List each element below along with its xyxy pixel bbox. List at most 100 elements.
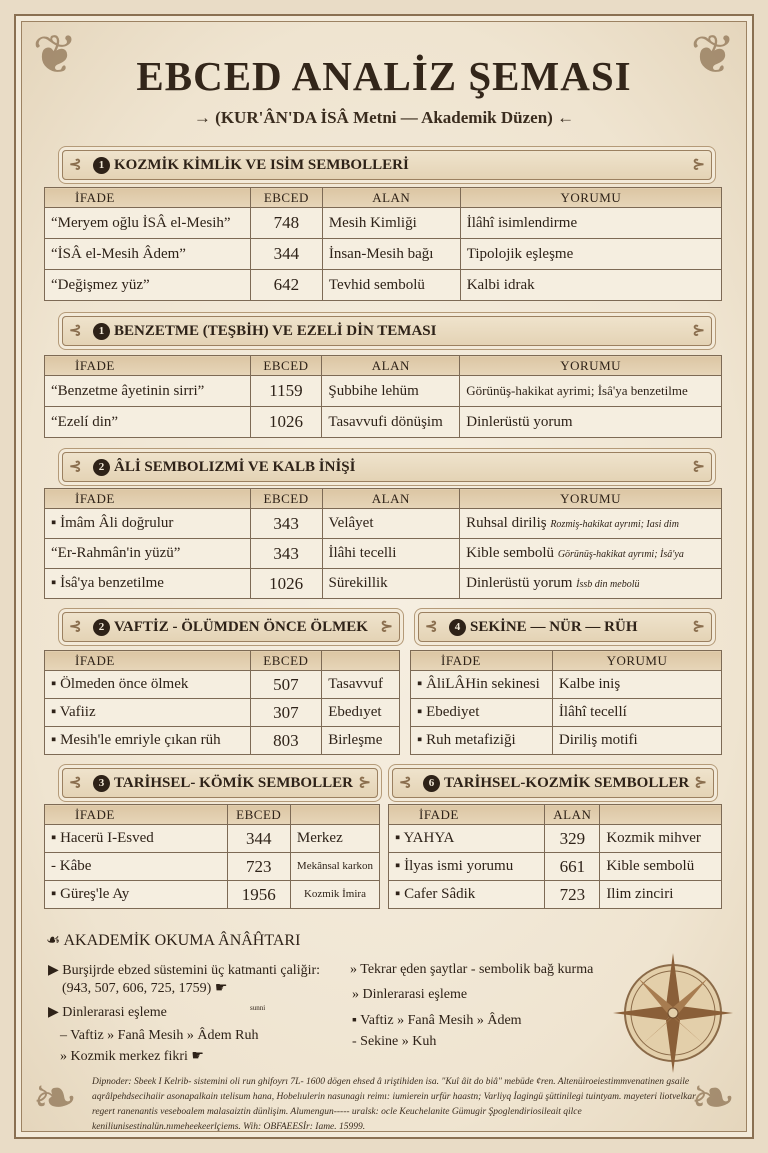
table-cell: 1956 xyxy=(226,880,291,909)
table-header-row: İFADE EBCED xyxy=(44,650,400,671)
section-table: İFADE EBCED ALAN YORUMU “Benzetme âyetinin s… xyxy=(44,355,722,438)
key-left-item: (943, 507, 606, 725, 1759) ☛ xyxy=(62,981,228,996)
table-cell: - Kâbe xyxy=(44,852,228,881)
cell-annotation: Görünüş-hakikat ayrımi; İsâ'ya xyxy=(557,549,684,560)
reading-key-title: ☙ AKADEMİK OKUMA ÂNÂĤTARI xyxy=(46,930,300,950)
table-cell: 1026 xyxy=(249,568,323,599)
table-cell: İlâhi tecelli xyxy=(321,538,461,569)
table-cell: 507 xyxy=(249,670,323,699)
table-cell: 329 xyxy=(544,824,601,853)
table-cell: ▪ Hacerü I-Esved xyxy=(44,824,228,853)
scroll-ornament-icon: ⊰ xyxy=(69,775,82,791)
table-row: “Meryem oğlu İSÂ el-Mesih” 748 Mesih Kimli… xyxy=(44,207,723,239)
section-title: TARİHSEL- KÖMİK SEMBOLLER xyxy=(114,774,353,791)
table-cell: Görünüş-hakikat ayrimi; İsâ'ya benzetilm… xyxy=(459,375,722,407)
section-title: ÂLİ SEMBOLIZMİ VE KALB İNİŞİ xyxy=(114,458,356,475)
key-left-item: » Kozmik merkez fikri ☛ xyxy=(60,1049,204,1064)
scroll-ornament-icon: ⊰ xyxy=(69,157,82,173)
section-table: İFADE EBCED ▪ Ölmeden önce ölmek 507 Tasavvu… xyxy=(44,650,400,755)
scroll-ornament-icon: ⊱ xyxy=(692,323,705,339)
section-title: VAFTİZ - ÖLÜMDEN ÖNCE ÖLMEK xyxy=(114,618,368,635)
column-header: ALAN xyxy=(321,187,461,208)
table-cell: Sürekillik xyxy=(321,568,461,599)
scroll-ornament-icon: ⊰ xyxy=(69,323,82,339)
table-row: ▪ YAHYA 329 Kozmik mihver xyxy=(387,824,722,853)
table-cell: Kalbe iniş xyxy=(551,670,723,699)
footnote: Dipnoder: Sbeek I Kelrib- sistemini oli … xyxy=(92,1077,696,1132)
table-row: “Benzetme âyetinin sirri” 1159 Şubbihe leh… xyxy=(44,375,722,407)
corner-ornament-icon: ❦ xyxy=(32,23,78,86)
section-banner: ⊰ 3 TARİHSEL- KÖMİK SEMBOLLER ⊱ xyxy=(62,768,378,798)
column-header: EBCED xyxy=(249,650,323,671)
key-right-item: » Tekrar ęden şaytlar - sembolik bağ kur… xyxy=(350,962,594,977)
table-cell: “Meryem oğlu İSÂ el-Mesih” xyxy=(44,207,251,239)
section-banner: ⊰ 4 SEKİNE — NÜR — RÜH ⊱ xyxy=(418,612,712,642)
section-table: İFADE EBCED ALAN YORUMU ▪ İmâm Âli doğrulur 3… xyxy=(44,488,722,599)
section-number: 1 xyxy=(93,322,110,340)
table-row: ▪ İlyas ismi yorumu 661 Kible sembolü xyxy=(387,852,722,881)
section-number: 2 xyxy=(93,458,110,476)
table-cell: Dinlerüstü yorum xyxy=(459,406,722,438)
table-cell: Kible sembolü Görünüş-hakikat ayrımi; İs… xyxy=(459,538,722,569)
page-title: EBCED ANALİZ ŞEMASI xyxy=(136,53,632,99)
key-right-item: - Sekine » Kuh xyxy=(352,1034,437,1049)
table-cell: Kalbi idrak xyxy=(459,269,723,301)
section-number: 3 xyxy=(93,774,110,792)
table-row: ▪ Ölmeden önce ölmek 507 Tasavvuf xyxy=(44,670,400,699)
section-table: İFADE YORUMU ▪ ÂliLÂHin sekinesi Kalbe iniş… xyxy=(410,650,723,755)
key-right-item: ▪ Vaftiz » Fanâ Mesih » Âdem xyxy=(352,1013,522,1028)
column-header: YORUMU xyxy=(459,488,722,509)
scroll-ornament-icon: ⊱ xyxy=(358,775,371,791)
scroll-ornament-icon: ⊱ xyxy=(692,619,705,635)
table-cell: “Benzetme âyetinin sirri” xyxy=(44,375,251,407)
section-banner: ⊰ 2 ÂLİ SEMBOLIZMİ VE KALB İNİŞİ ⊱ xyxy=(62,452,712,482)
scroll-ornament-icon: ⊰ xyxy=(69,459,82,475)
table-cell: İlâhî tecellí xyxy=(551,698,723,727)
table-cell: Ruhsal diriliş Rozmiş-hakikat ayrımi; Ia… xyxy=(459,508,722,539)
column-header: ALAN xyxy=(321,355,461,376)
section-title: BENZETME (TEŞBİH) VE EZELİ DİN TEMASI xyxy=(114,322,437,339)
section-banner: ⊰ 6 TARİHSEL-KOZMİK SEMBOLLER ⊱ xyxy=(392,768,714,798)
section-banner: ⊰ 1 KOZMİK KİMLİK VE ISİM SEMBOLLERİ ⊱ xyxy=(62,150,712,180)
table-row: ▪ Ruh metafiziği Diriliş motifi xyxy=(410,726,723,755)
column-header: İFADE xyxy=(44,488,251,509)
table-cell: Velâyet xyxy=(321,508,461,539)
table-cell: Tipolojik eşleşme xyxy=(459,238,723,270)
column-header xyxy=(321,650,400,671)
table-header-row: İFADE EBCED ALAN YORUMU xyxy=(44,488,722,509)
table-cell: Tasavvufi dönüşim xyxy=(321,406,461,438)
table-cell: Kozmik İmira xyxy=(289,880,381,909)
column-header: ALAN xyxy=(321,488,461,509)
cell-text: Kible sembolü xyxy=(466,545,555,561)
table-cell: Kozmik mihver xyxy=(599,824,722,853)
scroll-ornament-icon: ⊱ xyxy=(380,619,393,635)
compass-rose-icon xyxy=(613,953,733,1073)
table-header-row: İFADE ALAN xyxy=(387,804,722,825)
table-cell: ▪ Cafer Sâdik xyxy=(387,880,546,909)
corner-ornament-icon: ❧ xyxy=(690,1066,736,1129)
table-header-row: İFADE EBCED xyxy=(44,804,381,825)
quill-icon: ☙ xyxy=(46,932,64,949)
cell-text: Dinlerüstü yorum xyxy=(466,575,573,591)
table-cell: 344 xyxy=(226,824,291,853)
column-header: YORUMU xyxy=(551,650,723,671)
table-cell: 723 xyxy=(544,880,601,909)
section-banner: ⊰ 2 VAFTİZ - ÖLÜMDEN ÖNCE ÖLMEK ⊱ xyxy=(62,612,400,642)
key-right-item: » Dinlerarasi eşleme xyxy=(352,987,468,1002)
column-header: EBCED xyxy=(249,488,323,509)
column-header: YORUMU xyxy=(459,187,723,208)
table-cell: İlâhî isimlendirme xyxy=(459,207,723,239)
table-cell: Tevhid sembolü xyxy=(321,269,461,301)
table-cell: ▪ Ebediyet xyxy=(410,698,553,727)
cell-annotation: Rozmiş-hakikat ayrımi; Iasi dim xyxy=(550,519,679,530)
section-number: 4 xyxy=(449,618,466,636)
table-cell: ▪ YAHYA xyxy=(387,824,546,853)
cell-annotation: İssb din mebolü xyxy=(576,579,640,590)
table-row: “Ezelí din” 1026 Tasavvufi dönüşim Dinlerüs… xyxy=(44,406,722,438)
cell-text: Ruhsal diriliş xyxy=(466,515,547,531)
column-header: İFADE xyxy=(410,650,553,671)
table-cell: ▪ İsâ'ya benzetilme xyxy=(44,568,251,599)
key-left-item: ▶ Dinlerarasi eşleme xyxy=(48,1005,167,1020)
table-cell: “Değişmez yüz” xyxy=(44,269,251,301)
table-cell: Ebedıyet xyxy=(321,698,400,727)
